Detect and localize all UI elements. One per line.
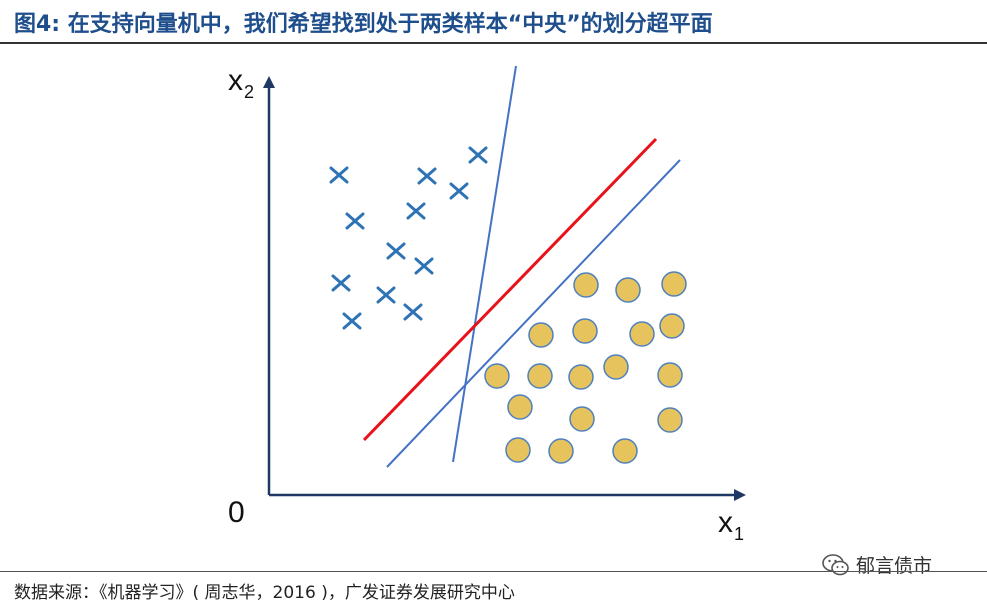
x-axis-label: x1 <box>718 506 744 544</box>
cross-sample <box>331 274 351 292</box>
watermark-text: 郁言债市 <box>856 555 933 577</box>
circle-sample <box>629 321 655 347</box>
circle-sample <box>568 364 594 390</box>
origin-label: 0 <box>228 496 245 529</box>
circle-sample <box>528 322 554 348</box>
circle-sample <box>603 354 629 380</box>
watermark: 郁言债市 <box>822 551 932 578</box>
circle-sample <box>569 406 595 432</box>
y-axis-subscript: 2 <box>244 82 254 102</box>
central-hyperplane-line <box>362 137 658 442</box>
class-cross-samples <box>329 146 488 330</box>
cross-sample <box>329 166 349 184</box>
circle-sample <box>548 438 574 464</box>
circle-sample <box>573 272 599 298</box>
steep-separating-line <box>452 65 517 463</box>
title-divider <box>0 42 987 44</box>
circle-sample <box>612 438 638 464</box>
cross-sample <box>345 212 365 230</box>
cross-sample <box>386 242 406 260</box>
circle-sample <box>527 363 553 389</box>
cross-sample <box>376 286 396 304</box>
circle-sample <box>572 318 598 344</box>
cross-sample <box>414 257 434 275</box>
cross-sample <box>403 303 423 321</box>
circle-sample <box>505 437 531 463</box>
x-axis-subscript: 1 <box>734 524 744 544</box>
circle-sample <box>507 394 533 420</box>
class-circle-samples <box>484 271 687 464</box>
circle-sample <box>661 271 687 297</box>
svm-diagram: x2 x1 0 <box>228 64 746 544</box>
wechat-icon <box>822 553 849 575</box>
cross-sample <box>342 312 362 330</box>
cross-sample <box>417 167 437 185</box>
cross-sample <box>468 146 488 164</box>
circle-sample <box>657 362 683 388</box>
circle-sample <box>659 313 685 339</box>
figure-source: 数据来源：《机器学习》( 周志华，2016 )，广发证券发展研究中心 <box>14 583 515 603</box>
source-divider <box>0 571 987 572</box>
circle-sample <box>615 277 641 303</box>
circle-sample <box>484 363 510 389</box>
figure-title: 图4: 在支持向量机中，我们希望找到处于两类样本“中央”的划分超平面 <box>14 12 713 37</box>
cross-sample <box>449 182 469 200</box>
y-axis-label: x2 <box>228 64 254 102</box>
cross-sample <box>406 202 426 220</box>
parallel-separating-line <box>386 159 681 468</box>
circle-sample <box>657 407 683 433</box>
